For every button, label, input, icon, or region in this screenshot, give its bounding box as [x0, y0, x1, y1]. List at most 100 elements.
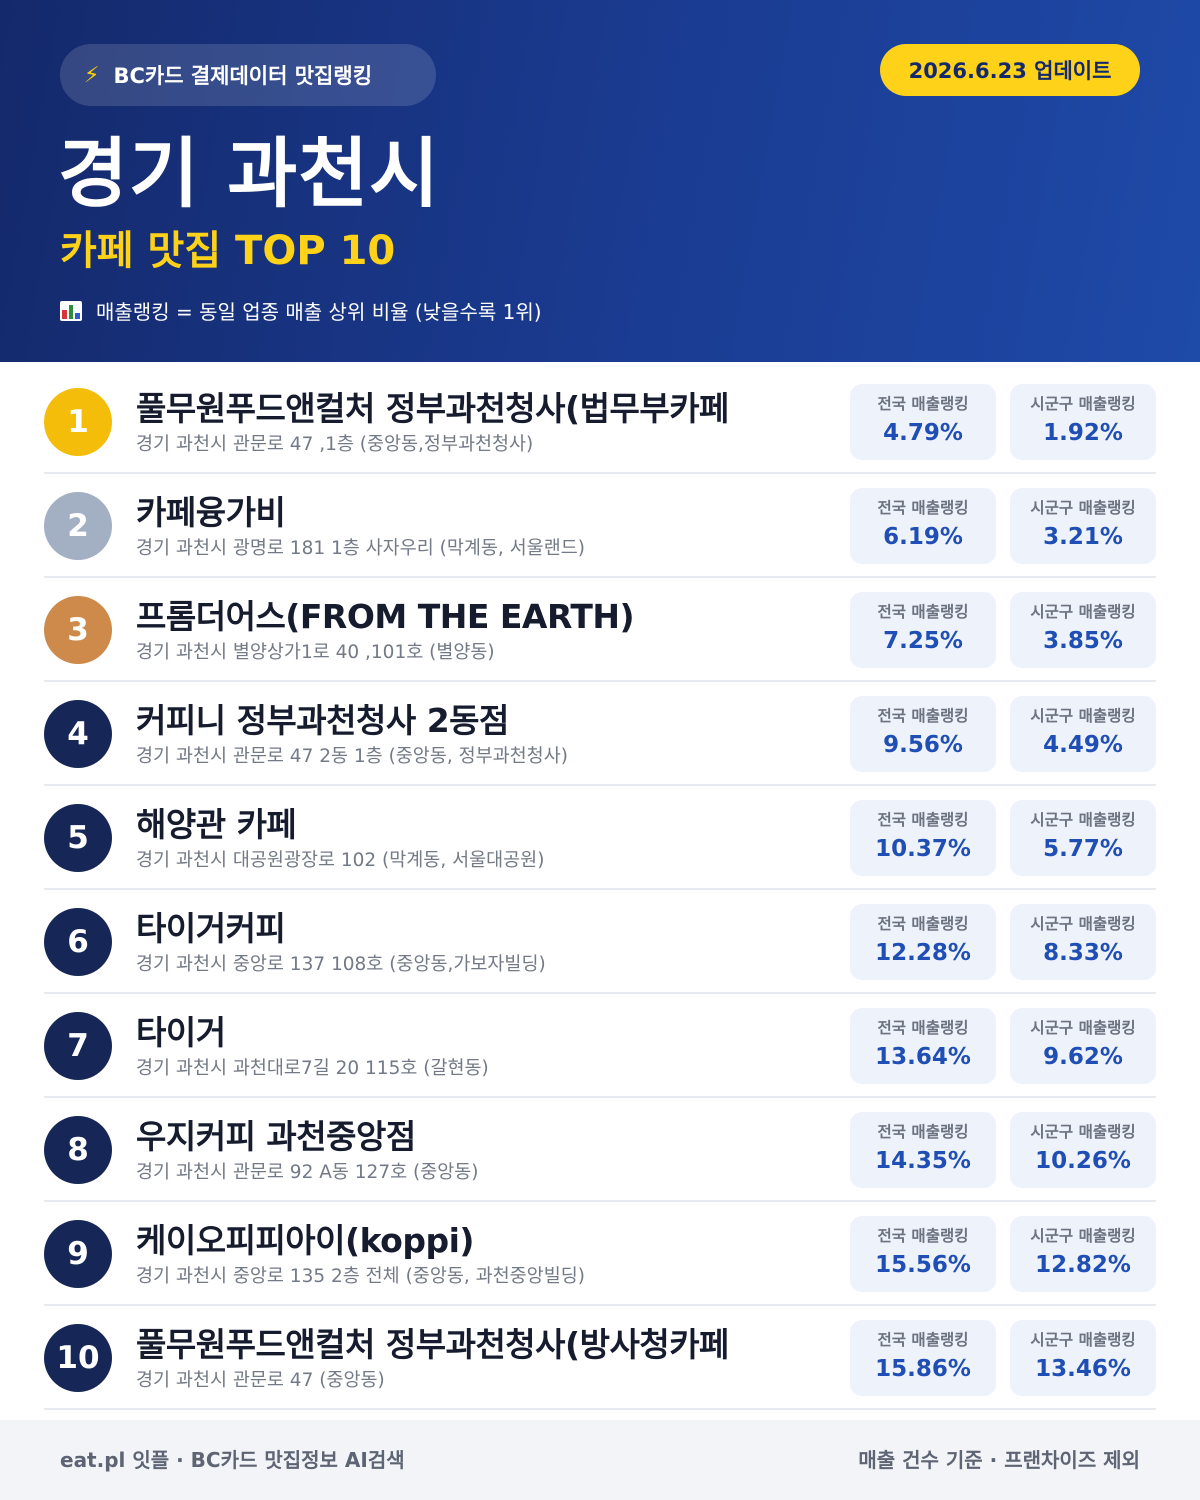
local-rank-value: 12.82% [1035, 1252, 1131, 1278]
footer-note: 매출 건수 기준 · 프랜차이즈 제외 [858, 1448, 1140, 1472]
ranking-legend: 매출랭킹 = 동일 업종 매출 상위 비율 (낮을수록 1위) [60, 296, 542, 325]
national-rank-value: 15.56% [875, 1252, 971, 1278]
national-rank-label: 전국 매출랭킹 [877, 1331, 969, 1349]
source-label: BC카드 결제데이터 맛집랭킹 [113, 64, 373, 88]
local-rank-value: 3.85% [1043, 628, 1123, 654]
local-rank-value: 3.21% [1043, 524, 1123, 550]
local-rank-label: 시군구 매출랭킹 [1030, 1123, 1136, 1141]
local-rank-card: 시군구 매출랭킹 12.82% [1010, 1216, 1156, 1292]
local-rank-label: 시군구 매출랭킹 [1030, 1227, 1136, 1245]
bar-chart-icon [60, 300, 82, 321]
local-rank-value: 1.92% [1043, 420, 1123, 446]
place-name[interactable]: 타이거커피 [136, 909, 286, 948]
place-name[interactable]: 케이오피피아이(koppi) [136, 1221, 474, 1260]
place-address: 경기 과천시 광명로 181 1층 사자우리 (막계동, 서울랜드) [136, 538, 585, 559]
place-address: 경기 과천시 관문로 92 A동 127호 (중앙동) [136, 1162, 479, 1183]
place-name[interactable]: 프롬더어스(FROM THE EARTH) [136, 597, 635, 636]
rank-badge: 10 [44, 1324, 112, 1392]
national-rank-value: 14.35% [875, 1148, 971, 1174]
local-rank-value: 9.62% [1043, 1044, 1123, 1070]
national-rank-value: 10.37% [875, 836, 971, 862]
local-rank-value: 8.33% [1043, 940, 1123, 966]
national-rank-card: 전국 매출랭킹 13.64% [850, 1008, 996, 1084]
local-rank-label: 시군구 매출랭킹 [1030, 707, 1136, 725]
page-title: 경기 과천시 [58, 129, 441, 218]
local-rank-card: 시군구 매출랭킹 5.77% [1010, 800, 1156, 876]
rank-badge: 3 [44, 596, 112, 664]
national-rank-card: 전국 매출랭킹 4.79% [850, 384, 996, 460]
national-rank-label: 전국 매출랭킹 [877, 915, 969, 933]
local-rank-value: 13.46% [1035, 1356, 1131, 1382]
place-name[interactable]: 카페융가비 [136, 493, 286, 532]
rank-badge: 9 [44, 1220, 112, 1288]
place-address: 경기 과천시 과천대로7길 20 115호 (갈현동) [136, 1058, 489, 1079]
rank-badge: 1 [44, 388, 112, 456]
local-rank-label: 시군구 매출랭킹 [1030, 1331, 1136, 1349]
national-rank-value: 15.86% [875, 1356, 971, 1382]
local-rank-value: 4.49% [1043, 732, 1123, 758]
national-rank-label: 전국 매출랭킹 [877, 1227, 969, 1245]
place-address: 경기 과천시 관문로 47 2동 1층 (중앙동, 정부과천청사) [136, 746, 568, 767]
national-rank-card: 전국 매출랭킹 14.35% [850, 1112, 996, 1188]
place-name[interactable]: 커피니 정부과천청사 2동점 [136, 701, 509, 740]
place-address: 경기 과천시 중앙로 137 108호 (중앙동,가보자빌딩) [136, 954, 546, 975]
header-banner: ⚡ BC카드 결제데이터 맛집랭킹 2026.6.23 업데이트 경기 과천시 … [0, 0, 1200, 362]
rank-badge: 7 [44, 1012, 112, 1080]
national-rank-label: 전국 매출랭킹 [877, 707, 969, 725]
local-rank-card: 시군구 매출랭킹 3.21% [1010, 488, 1156, 564]
local-rank-card: 시군구 매출랭킹 3.85% [1010, 592, 1156, 668]
national-rank-card: 전국 매출랭킹 7.25% [850, 592, 996, 668]
national-rank-value: 4.79% [883, 420, 963, 446]
national-rank-value: 7.25% [883, 628, 963, 654]
local-rank-value: 10.26% [1035, 1148, 1131, 1174]
national-rank-label: 전국 매출랭킹 [877, 499, 969, 517]
local-rank-label: 시군구 매출랭킹 [1030, 811, 1136, 829]
local-rank-card: 시군구 매출랭킹 10.26% [1010, 1112, 1156, 1188]
national-rank-value: 9.56% [883, 732, 963, 758]
national-rank-label: 전국 매출랭킹 [877, 1019, 969, 1037]
place-name[interactable]: 해양관 카페 [136, 805, 297, 844]
place-address: 경기 과천시 관문로 47 ,1층 (중앙동,정부과천청사) [136, 434, 534, 455]
national-rank-card: 전국 매출랭킹 9.56% [850, 696, 996, 772]
footer: eat.pl 잇플 · BC카드 맛집정보 AI검색 매출 건수 기준 · 프랜… [0, 1420, 1200, 1500]
local-rank-label: 시군구 매출랭킹 [1030, 395, 1136, 413]
local-rank-label: 시군구 매출랭킹 [1030, 915, 1136, 933]
place-name[interactable]: 풀무원푸드앤컬처 정부과천청사(방사청카페 [136, 1325, 729, 1364]
national-rank-label: 전국 매출랭킹 [877, 1123, 969, 1141]
place-name[interactable]: 우지커피 과천중앙점 [136, 1117, 416, 1156]
local-rank-card: 시군구 매출랭킹 4.49% [1010, 696, 1156, 772]
place-address: 경기 과천시 관문로 47 (중앙동) [136, 1370, 385, 1391]
rank-badge: 6 [44, 908, 112, 976]
place-address: 경기 과천시 대공원광장로 102 (막계동, 서울대공원) [136, 850, 545, 871]
local-rank-card: 시군구 매출랭킹 1.92% [1010, 384, 1156, 460]
list-item[interactable]: 9 케이오피피아이(koppi) 경기 과천시 중앙로 135 2층 전체 (중앙동… [44, 1202, 1156, 1306]
rank-badge: 4 [44, 700, 112, 768]
national-rank-label: 전국 매출랭킹 [877, 603, 969, 621]
national-rank-card: 전국 매출랭킹 10.37% [850, 800, 996, 876]
source-badge: ⚡ BC카드 결제데이터 맛집랭킹 [60, 44, 436, 106]
local-rank-label: 시군구 매출랭킹 [1030, 499, 1136, 517]
list-item[interactable]: 3 프롬더어스(FROM THE EARTH) 경기 과천시 별양상가1로 40 ,… [44, 578, 1156, 682]
list-item[interactable]: 8 우지커피 과천중앙점 경기 과천시 관문로 92 A동 127호 (중앙동) 전국… [44, 1098, 1156, 1202]
local-rank-card: 시군구 매출랭킹 8.33% [1010, 904, 1156, 980]
place-name[interactable]: 타이거 [136, 1013, 226, 1052]
local-rank-label: 시군구 매출랭킹 [1030, 603, 1136, 621]
national-rank-card: 전국 매출랭킹 6.19% [850, 488, 996, 564]
national-rank-card: 전국 매출랭킹 15.86% [850, 1320, 996, 1396]
local-rank-label: 시군구 매출랭킹 [1030, 1019, 1136, 1037]
update-date-badge: 2026.6.23 업데이트 [880, 44, 1140, 96]
place-address: 경기 과천시 별양상가1로 40 ,101호 (별양동) [136, 642, 495, 663]
national-rank-value: 12.28% [875, 940, 971, 966]
rank-badge: 2 [44, 492, 112, 560]
rank-badge: 5 [44, 804, 112, 872]
place-address: 경기 과천시 중앙로 135 2층 전체 (중앙동, 과천중앙빌딩) [136, 1266, 585, 1287]
place-name[interactable]: 풀무원푸드앤컬처 정부과천청사(법무부카페 [136, 389, 729, 428]
